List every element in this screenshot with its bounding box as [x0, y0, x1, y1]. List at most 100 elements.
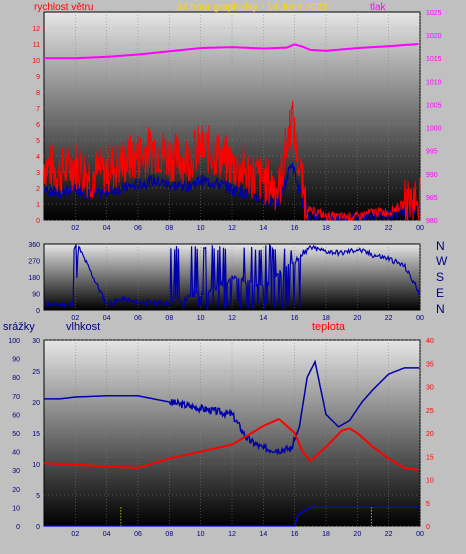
compass-label-n1: N: [436, 239, 445, 253]
x-tick-label: 10: [197, 531, 205, 538]
y-tick-label-rain: 60: [12, 412, 20, 419]
y-tick-label-humidity: 30: [32, 338, 40, 345]
x-tick-label: 12: [228, 315, 236, 322]
y-tick-label-humidity: 5: [36, 493, 40, 500]
x-tick-label: 14: [259, 531, 267, 538]
y-tick-label-humidity: 25: [32, 369, 40, 376]
series-temperature: [43, 417, 419, 471]
x-tick-label: 20: [353, 531, 361, 538]
y-tick-label-rain: 70: [12, 394, 20, 401]
y-tick-label-pressure: 1010: [426, 79, 442, 86]
y-tick-label-temp: 35: [426, 361, 434, 368]
y-tick-label-temp: 40: [426, 338, 434, 345]
compass-label-w: W: [436, 254, 448, 268]
x-tick-label: 06: [134, 531, 142, 538]
x-tick-label: 06: [134, 315, 142, 322]
y-tick-label-temp: 20: [426, 431, 434, 438]
series-wind-direction: [43, 243, 421, 311]
x-tick-label: 18: [322, 225, 330, 232]
y-tick-label-wind: 10: [32, 58, 40, 65]
y-tick-label-rain: 30: [12, 468, 20, 475]
x-tick-label: 16: [291, 225, 299, 232]
x-tick-label: 02: [71, 531, 79, 538]
series-wind-shadow: [43, 162, 421, 222]
x-tick-label: 10: [197, 225, 205, 232]
y-tick-label-wind: 5: [36, 138, 40, 145]
series-wind-speed: [43, 100, 421, 222]
graph-title: 24 hour graph day - 14 June 2023: [177, 2, 328, 13]
compass-label-e: E: [436, 286, 444, 300]
y-tick-label-rain: 100: [8, 338, 20, 345]
y-tick-label-pressure: 980: [426, 218, 438, 225]
x-tick-label: 16: [291, 531, 299, 538]
y-tick-label-rain: 40: [12, 450, 20, 457]
y-tick-label-temp: 25: [426, 408, 434, 415]
y-tick-label-wind: 3: [36, 170, 40, 177]
y-tick-label-temp: 10: [426, 478, 434, 485]
compass-label-s: S: [436, 270, 444, 284]
y-tick-label-humidity: 10: [32, 462, 40, 469]
x-tick-label: 02: [71, 225, 79, 232]
y-tick-label-pressure: 985: [426, 195, 438, 202]
y-tick-label-rain: 90: [12, 357, 20, 364]
pressure-label: tlak: [370, 2, 387, 13]
x-tick-label: 08: [165, 531, 173, 538]
y-tick-label-temp: 5: [426, 501, 430, 508]
x-tick-label: 12: [228, 225, 236, 232]
y-tick-label-wind: 0: [36, 218, 40, 225]
y-tick-label-humidity: 15: [32, 431, 40, 438]
x-tick-label: 12: [228, 531, 236, 538]
x-tick-label: 22: [385, 315, 393, 322]
wind-speed-label: rychlost větru: [34, 2, 93, 13]
x-tick-label: 14: [259, 225, 267, 232]
x-tick-label: 08: [165, 315, 173, 322]
x-tick-label: 08: [165, 225, 173, 232]
temperature-label: teplota: [312, 321, 346, 333]
x-tick-label: 06: [134, 225, 142, 232]
y-tick-label-humidity: 20: [32, 400, 40, 407]
y-tick-label-rain: 10: [12, 505, 20, 512]
y-tick-label-pressure: 1020: [426, 33, 442, 40]
x-tick-label: 02: [71, 315, 79, 322]
y-tick-label-wind: 9: [36, 74, 40, 81]
y-tick-label-wind: 8: [36, 90, 40, 97]
humidity-label: vlhkost: [66, 321, 100, 333]
y-tick-label-direction: 360: [28, 242, 40, 249]
x-tick-label: 18: [322, 315, 330, 322]
x-tick-label: 00: [416, 531, 424, 538]
y-tick-label-temp: 0: [426, 524, 430, 531]
y-tick-label-wind: 11: [33, 42, 40, 49]
y-tick-label-direction: 180: [28, 275, 40, 282]
x-tick-label: 16: [291, 315, 299, 322]
x-tick-label: 10: [197, 315, 205, 322]
y-tick-label-pressure: 1005: [426, 102, 442, 109]
x-tick-label: 18: [322, 531, 330, 538]
y-tick-label-humidity: 0: [36, 524, 40, 531]
y-tick-label-rain: 50: [12, 431, 20, 438]
series-rain: [44, 506, 419, 527]
y-tick-label-direction: 0: [36, 308, 40, 315]
y-tick-label-rain: 20: [12, 487, 20, 494]
x-tick-label: 04: [103, 225, 111, 232]
rain-label: srážky: [3, 321, 35, 333]
x-tick-label: 22: [385, 531, 393, 538]
x-tick-label: 00: [416, 315, 424, 322]
x-tick-label: 04: [103, 315, 111, 322]
compass-label-n2: N: [436, 302, 445, 316]
y-tick-label-wind: 7: [36, 106, 40, 113]
x-tick-label: 04: [103, 531, 111, 538]
x-tick-label: 14: [259, 315, 267, 322]
y-tick-label-wind: 1: [36, 202, 40, 209]
y-tick-label-temp: 30: [426, 385, 434, 392]
y-tick-label-pressure: 995: [426, 149, 438, 156]
series-humidity: [44, 359, 420, 456]
y-tick-label-wind: 6: [36, 122, 40, 129]
y-tick-label-wind: 12: [32, 26, 40, 33]
y-tick-label-rain: 0: [16, 524, 20, 531]
y-tick-label-temp: 15: [426, 454, 434, 461]
y-tick-label-wind: 2: [36, 186, 40, 193]
y-tick-label-wind: 4: [36, 154, 40, 161]
y-tick-label-pressure: 1025: [426, 10, 442, 17]
